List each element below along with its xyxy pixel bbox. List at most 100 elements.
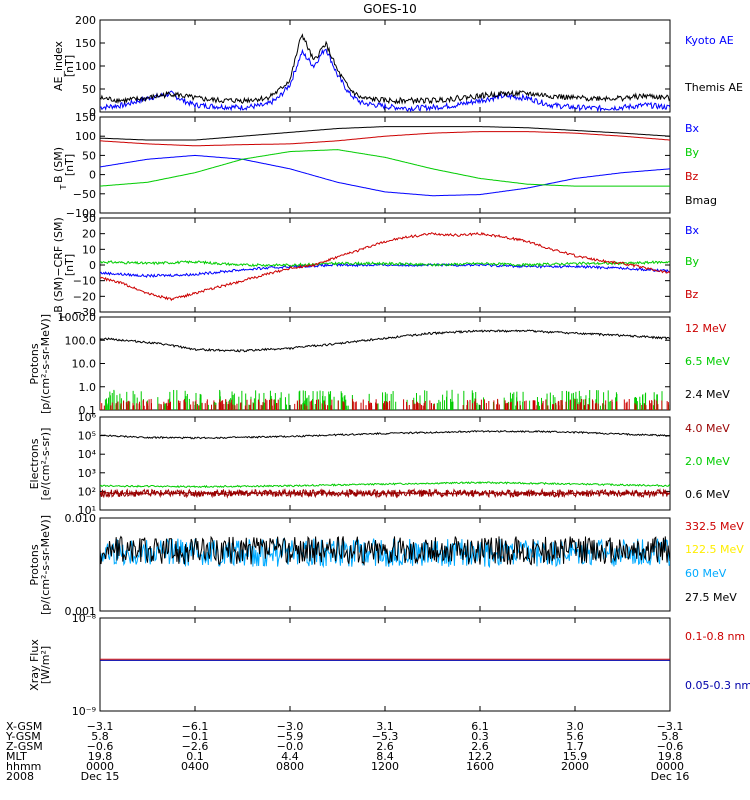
plot-area [100, 231, 670, 302]
ephemeris-label: MLT [6, 750, 27, 763]
series-line-0-6-mev [100, 429, 670, 440]
ephemeris-value: 19.8 [88, 750, 113, 763]
series-line-2-4-mev [100, 329, 670, 353]
legend-6-5-mev: 6.5 MeV [685, 355, 730, 368]
ephemeris-value: 4.4 [281, 750, 299, 763]
panel-ae-index: AE_index [nT] Kyoto AE Themis AE 0 50 100 1… [52, 14, 743, 119]
y-tick-label: 100.0 [65, 334, 97, 347]
panel-b-minus-crf: B (SM)−CRF (SM) T [nT] Bx By Bz −30 −20 −1… [52, 212, 700, 320]
legend-27-5-mev: 27.5 MeV [685, 591, 737, 604]
y-axis-label-unit: [e/(cm²-s-sr)] [39, 428, 52, 501]
plot-area [100, 126, 670, 197]
y-axis-label-subscript: T [59, 184, 68, 190]
y-axis-label: B (SM)−CRF (SM) T [nT] [52, 217, 76, 320]
ephemeris-value: 2.6 [376, 740, 394, 753]
legend-bx: Bx [685, 122, 700, 135]
series-line-27-5-mev [100, 535, 670, 566]
ephemeris-value: 0800 [276, 760, 304, 773]
y-tick-label: 10 [82, 243, 96, 256]
legend-0-05-0-3-nm: 0.05-0.3 nm [685, 679, 750, 692]
ephemeris-value: −0.0 [277, 740, 304, 753]
ephemeris-value: 5.6 [566, 730, 584, 743]
ephemeris-value: 19.8 [658, 750, 683, 763]
ephemeris-value: 0000 [86, 760, 114, 773]
y-tick-label: 10³ [78, 467, 96, 480]
ephemeris-value: −3.0 [277, 720, 304, 733]
ephemeris-value: Dec 16 [651, 770, 690, 783]
legend-kyoto-ae: Kyoto AE [685, 34, 734, 47]
y-tick-label: −10 [73, 275, 96, 288]
legend-by: By [685, 255, 700, 268]
ephemeris-value: 5.8 [661, 730, 679, 743]
legend-0-1-0-8-nm: 0.1-0.8 nm [685, 630, 745, 643]
ephemeris-value: −0.6 [87, 740, 114, 753]
y-axis-label-unit: [nT] [63, 55, 76, 77]
y-axis-label: Protons [p/(cm²-s-sr-MeV)] [28, 314, 52, 414]
series-line-bmag [100, 126, 670, 141]
ephemeris-value: 1.7 [566, 740, 584, 753]
y-tick-label: 0.1 [79, 404, 97, 417]
ephemeris-value: 8.4 [376, 750, 394, 763]
y-axis-label: B (SM) T [nT] [52, 147, 76, 191]
legend-by: By [685, 146, 700, 159]
ephemeris-label: X-GSM [6, 720, 42, 733]
legend-12-mev: 12 MeV [685, 322, 727, 335]
y-tick-label: 10¹ [78, 504, 96, 517]
legend-0-6-mev: 0.6 MeV [685, 488, 730, 501]
ephemeris-value: −3.1 [87, 720, 114, 733]
legend-2-4-mev: 2.4 MeV [685, 388, 730, 401]
y-tick-label: 0 [89, 169, 96, 182]
ephemeris-label: 2008 [6, 770, 34, 783]
ephemeris-value: −5.9 [277, 730, 304, 743]
panel-electrons: Electrons [e/(cm²-s-sr)] 4.0 MeV 2.0 MeV… [28, 411, 730, 517]
panels: AE_index [nT] Kyoto AE Themis AE 0501001… [28, 14, 750, 718]
y-axis-label-main: B (SM) [52, 147, 65, 183]
ephemeris-value: 6.1 [471, 720, 489, 733]
ephemeris-row-labels: X-GSM Y-GSM Z-GSM MLT hhmm 2008 [5, 720, 43, 783]
ephemeris-value: −3.1 [657, 720, 684, 733]
y-tick-label: 1.0 [79, 381, 97, 394]
ephemeris-label: hhmm [6, 760, 41, 773]
legend-bz: Bz [685, 288, 699, 301]
ephemeris-value: −0.1 [182, 730, 209, 743]
y-axis-label: Xray Flux [W/m²] [28, 639, 52, 691]
y-tick-label: 10⁶ [78, 411, 97, 424]
ephemeris-value: −5.3 [372, 730, 399, 743]
legend-bx: Bx [685, 224, 700, 237]
y-tick-label: 0 [89, 106, 96, 119]
y-axis-label-unit: [nT] [63, 254, 76, 276]
y-axis-label: Electrons [e/(cm²-s-sr)] [28, 428, 52, 501]
plot-area [100, 658, 670, 661]
y-axis-label-main: Protons [28, 343, 41, 384]
panel-protons-low: Protons [p/(cm²-s-sr-MeV)] 12 MeV 6.5 Me… [28, 311, 730, 417]
ephemeris-label: Z-GSM [6, 740, 43, 753]
legend-2-0-mev: 2.0 MeV [685, 455, 730, 468]
legend-themis-ae: Themis AE [684, 81, 743, 94]
figure-title: GOES-10 [363, 2, 417, 16]
ephemeris-value: 0.1 [186, 750, 204, 763]
panel-xray-flux: Xray Flux [W/m²] 0.1-0.8 nm 0.05-0.3 nm … [28, 612, 750, 718]
y-axis-label: Protons [p/(cm²-s-sr-MeV)] [28, 515, 52, 615]
panel-protons-high: Protons [p/(cm²-s-sr-MeV)] 332.5 MeV 122… [28, 512, 744, 618]
y-tick-label: 10.0 [72, 358, 97, 371]
series-line-bx [100, 262, 670, 279]
series-line-bz [100, 231, 670, 302]
y-axis-label-main: Protons [28, 544, 41, 585]
ephemeris-value: 1600 [466, 760, 494, 773]
panel-b-sm: B (SM) T [nT] Bx By Bz Bmag −100 −50 0 50 10… [52, 111, 717, 220]
series-line-bx [100, 154, 670, 197]
y-tick-label: 100 [75, 130, 96, 143]
y-tick-label: 1000.0 [58, 311, 97, 324]
ephemeris-value: −2.6 [182, 740, 209, 753]
y-axis-label-main: AE_index [52, 40, 65, 91]
ephemeris-value: 15.9 [563, 750, 588, 763]
ephemeris-value: 12.2 [468, 750, 493, 763]
ephemeris-value: 5.8 [91, 730, 109, 743]
ephemeris-value: 0400 [181, 760, 209, 773]
y-tick-label: 200 [75, 14, 96, 27]
series-line-themis-ae [100, 33, 670, 105]
panel-frame [99, 617, 671, 712]
y-tick-label: 10⁻⁹ [72, 705, 96, 718]
